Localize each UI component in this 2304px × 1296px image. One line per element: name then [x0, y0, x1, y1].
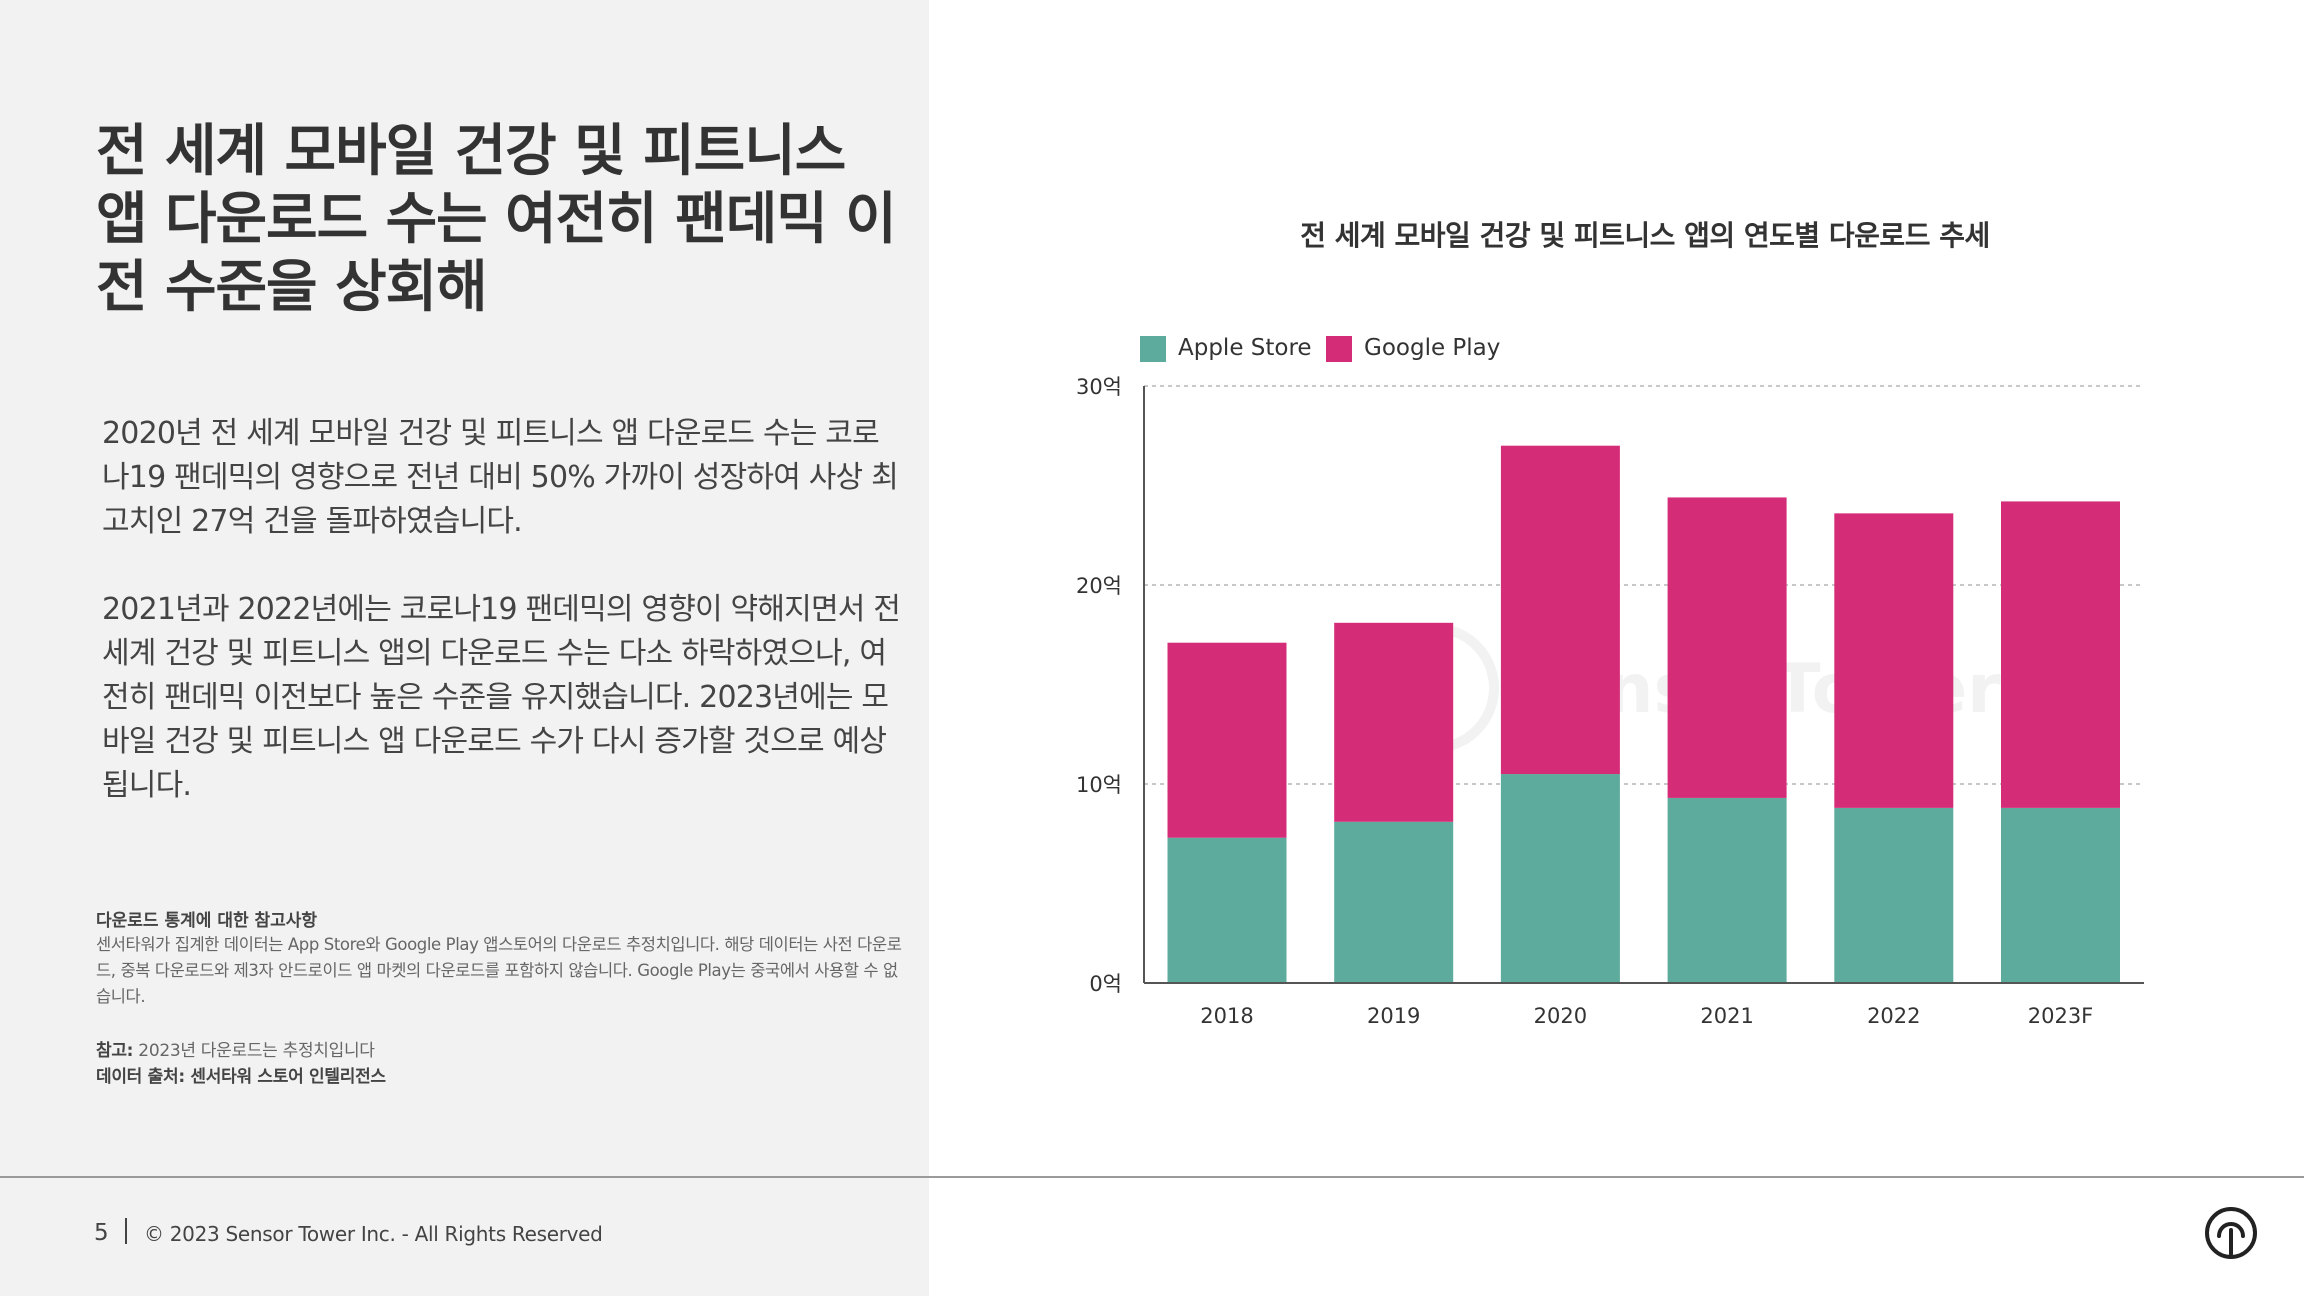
legend-swatch-google-play: [1326, 336, 1352, 362]
bar-apple-store-2018: [1167, 837, 1287, 983]
reference-note: 참고: 2023년 다운로드는 추정치입니다: [96, 1036, 375, 1061]
page-number: 5: [94, 1220, 109, 1246]
x-tick-label: 2019: [1367, 1004, 1420, 1028]
x-tick-label: 2021: [1700, 1004, 1753, 1028]
y-tick-label: 10억: [1076, 773, 1122, 797]
legend-swatch-apple-store: [1140, 336, 1166, 362]
bar-google-play-2019: [1334, 622, 1454, 822]
x-tick-label: 2018: [1200, 1004, 1253, 1028]
legend-label-apple-store: Apple Store: [1178, 335, 1312, 361]
page-title: 전 세계 모바일 건강 및 피트니스 앱 다운로드 수는 여전히 팬데믹 이전 …: [96, 119, 897, 320]
bar-apple-store-2023F: [2001, 807, 2120, 983]
legend-label-google-play: Google Play: [1364, 335, 1501, 361]
x-tick-label: 2023F: [2028, 1004, 2094, 1028]
copyright-text: © 2023 Sensor Tower Inc. - All Rights Re…: [144, 1222, 603, 1246]
bar-google-play-2022: [1834, 513, 1954, 808]
bar-google-play-2021: [1667, 497, 1787, 798]
footer-divider: [0, 1176, 2304, 1178]
sensor-tower-logo-icon: [2205, 1207, 2257, 1259]
bar-apple-store-2021: [1667, 797, 1787, 983]
bar-google-play-2018: [1167, 642, 1287, 838]
notes-title: 다운로드 통계에 대한 참고사항: [96, 911, 318, 931]
bar-apple-store-2019: [1334, 821, 1454, 983]
left-panel: [0, 0, 929, 1296]
notes-text: 센서타워가 집계한 데이터는 App Store와 Google Play 앱스…: [96, 935, 902, 1006]
bar-apple-store-2022: [1834, 807, 1954, 983]
reference-text: 2023년 다운로드는 추정치입니다: [138, 1041, 375, 1061]
reference-label: 참고:: [96, 1041, 134, 1061]
footer-separator: [125, 1218, 127, 1244]
bar-apple-store-2020: [1500, 774, 1620, 983]
y-tick-label: 20억: [1076, 574, 1122, 598]
summary-paragraph-2: 2021년과 2022년에는 코로나19 팬데믹의 영향이 약해지면서 전 세계…: [102, 592, 901, 803]
x-tick-label: 2022: [1867, 1004, 1920, 1028]
data-source: 데이터 출처: 센서타워 스토어 인텔리전스: [96, 1067, 386, 1087]
y-tick-label: 30억: [1076, 375, 1122, 399]
x-tick-label: 2020: [1534, 1004, 1587, 1028]
bar-google-play-2020: [1500, 445, 1620, 775]
bar-google-play-2023F: [2001, 501, 2120, 808]
chart-title: 전 세계 모바일 건강 및 피트니스 앱의 연도별 다운로드 추세: [1300, 219, 1990, 252]
summary-paragraph-1: 2020년 전 세계 모바일 건강 및 피트니스 앱 다운로드 수는 코로나19…: [102, 416, 899, 539]
y-tick-label: 0억: [1089, 972, 1122, 996]
